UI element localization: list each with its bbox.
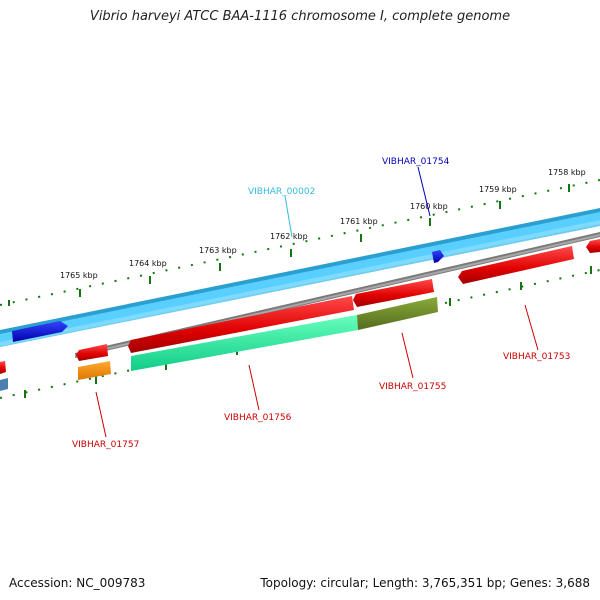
gene-arrow-vibhar-01753[interactable]: [458, 246, 574, 284]
gene-arrow-vibhar-01755[interactable]: [353, 279, 434, 307]
misc-feature-orange[interactable]: [78, 361, 111, 380]
gene-label-vibhar-00002: VIBHAR_00002: [248, 187, 315, 197]
map-title: Vibrio harveyi ATCC BAA-1116 chromosome …: [89, 9, 511, 24]
gene-label-vibhar-01753: VIBHAR_01753: [503, 352, 570, 362]
tick-label-1762: 1762 kbp: [270, 232, 308, 241]
gene-arrow-vibhar-01754[interactable]: [432, 250, 444, 263]
gene-arrow-left-blue[interactable]: [12, 321, 68, 342]
rna-feature-green[interactable]: [131, 315, 358, 371]
genome-summary-text: Topology: circular; Length: 3,765,351 bp…: [260, 576, 590, 590]
gene-labels: VIBHAR_00002 VIBHAR_01754 VIBHAR_01753 V…: [72, 157, 570, 450]
tick-label-1765: 1765 kbp: [60, 271, 98, 280]
misc-feature-left-steel[interactable]: [0, 378, 8, 391]
tick-label-1759: 1759 kbp: [479, 185, 517, 194]
gene-label-vibhar-01755: VIBHAR_01755: [379, 382, 446, 392]
accession-text: Accession: NC_009783: [9, 576, 146, 590]
tick-label-1758: 1758 kbp: [548, 168, 586, 177]
rna-features[interactable]: [131, 297, 438, 371]
gene-arrow-right-edge[interactable]: [586, 239, 600, 253]
tick-label-1761: 1761 kbp: [340, 217, 378, 226]
outer-scale-track: [0, 179, 600, 306]
forward-feature-track: [0, 208, 600, 347]
label-leaders: [95, 166, 539, 438]
gene-label-vibhar-01757: VIBHAR_01757: [72, 440, 139, 450]
scale-tick-labels: 1765 kbp 1764 kbp 1763 kbp 1762 kbp 1761…: [60, 168, 586, 280]
tick-label-1760: 1760 kbp: [410, 202, 448, 211]
tick-label-1764: 1764 kbp: [129, 259, 167, 268]
gene-label-vibhar-01756: VIBHAR_01756: [224, 413, 292, 423]
gene-arrow-vibhar-01757[interactable]: [76, 344, 108, 361]
gene-arrow-vibhar-01756[interactable]: [128, 296, 354, 353]
rna-feature-olive[interactable]: [357, 297, 438, 330]
gene-label-vibhar-01754: VIBHAR_01754: [382, 157, 450, 167]
cds-features[interactable]: [0, 239, 600, 374]
gene-arrow-left-edge[interactable]: [0, 361, 6, 374]
tick-label-1763: 1763 kbp: [199, 246, 237, 255]
